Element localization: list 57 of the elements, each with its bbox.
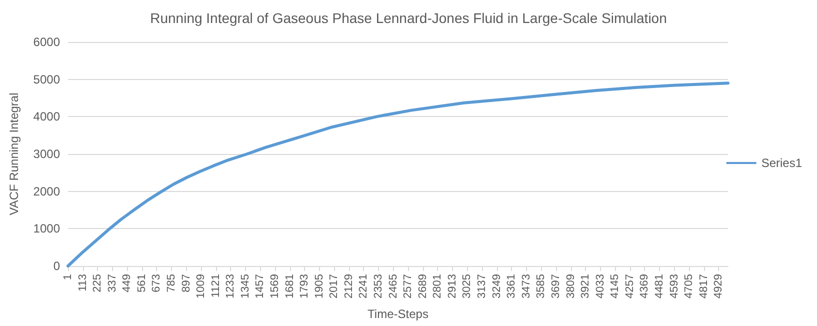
x-tick-label: 1345	[239, 274, 252, 298]
y-tick-label: 2000	[33, 184, 60, 198]
x-tick-label: 1	[62, 274, 74, 280]
x-tick-label: 673	[150, 274, 163, 292]
x-tick-label: 1905	[313, 274, 326, 298]
legend-label: Series1	[761, 156, 802, 170]
x-tick-label: 1121	[210, 274, 222, 298]
x-tick-label: 3585	[535, 274, 548, 298]
x-tick-label: 4257	[624, 274, 636, 298]
x-tick-label: 4481	[653, 274, 666, 298]
line-series	[66, 82, 730, 268]
x-tick-label: 225	[92, 274, 104, 292]
x-tick-label: 4369	[638, 274, 651, 298]
x-tick-label: 3137	[476, 274, 488, 298]
x-tick-label: 2689	[416, 274, 429, 298]
x-tick-label: 3809	[564, 274, 577, 298]
x-tick-label: 1681	[284, 274, 296, 298]
x-tick-label: 1457	[254, 274, 266, 298]
x-tick-label: 785	[166, 274, 178, 292]
x-axis-title: Time-Steps	[368, 307, 428, 321]
y-tick-label: 3000	[33, 147, 60, 161]
x-tick-label: 1233	[224, 274, 237, 298]
x-tick-label: 2129	[342, 274, 355, 298]
x-tick-label: 561	[136, 274, 148, 292]
y-tick-label: 1000	[33, 222, 60, 236]
x-tick-label: 2801	[432, 274, 444, 298]
x-tick-label: 3697	[550, 274, 562, 298]
x-tick-label: 2241	[358, 274, 370, 298]
x-tick-label: 3361	[506, 274, 518, 298]
x-tick-label: 4929	[712, 274, 725, 298]
x-tick-label: 3921	[580, 274, 592, 298]
x-tick-label: 2577	[402, 274, 414, 298]
x-tick-label: 1569	[269, 274, 282, 298]
x-tick-label: 2017	[328, 274, 340, 298]
x-tick-label: 4817	[698, 274, 710, 298]
y-tick-label: 5000	[33, 72, 60, 86]
x-tick-label: 3249	[490, 274, 503, 298]
x-tick-label: 1793	[298, 274, 311, 298]
x-tick-label: 4145	[609, 274, 622, 298]
x-tick-label: 1009	[195, 274, 208, 298]
x-tick-label: 449	[121, 274, 134, 292]
x-tick-label: 2913	[446, 274, 458, 298]
x-tick-label: 337	[106, 274, 118, 292]
x-tick-label: 4033	[594, 274, 606, 298]
y-tick-label: 0	[53, 259, 60, 273]
y-axis-title: VACF Running Integral	[7, 92, 21, 216]
y-tick-label: 6000	[33, 35, 60, 49]
x-tick-label: 3025	[461, 274, 474, 298]
x-tick-label: 2465	[387, 274, 400, 298]
x-tick-label: 3473	[520, 274, 532, 298]
x-tick-label: 4705	[683, 274, 696, 298]
x-tick-label: 4593	[668, 274, 680, 298]
y-tick-label: 4000	[33, 110, 60, 124]
x-tick-label: 113	[76, 274, 89, 292]
chart-title: Running Integral of Gaseous Phase Lennard-Jones Fluid in Large-Scale Simulation	[150, 10, 667, 26]
x-tick-label: 2353	[372, 274, 385, 298]
x-tick-label: 897	[180, 274, 192, 292]
